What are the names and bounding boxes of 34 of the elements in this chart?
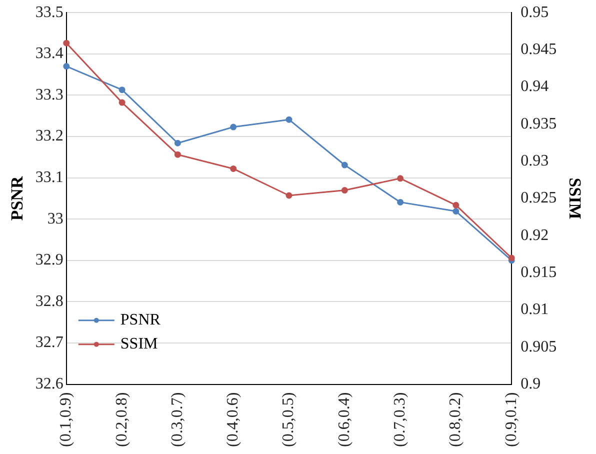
y2-tick-label: 0.93 (520, 152, 549, 170)
x-tick-label: (0.1,0.9) (58, 392, 75, 447)
x-tick-label: (0.6,0.4) (336, 392, 353, 447)
y-tick-label: 33 (47, 210, 64, 228)
y-tick-label: 33.3 (35, 86, 64, 104)
y-tick-label: 32.7 (35, 334, 64, 352)
y2-tick-label: 0.935 (520, 115, 557, 132)
y2-tick-label: 0.94 (520, 78, 549, 96)
y2-tick-label: 0.95 (520, 4, 549, 21)
y2-tick-label: 0.9 (520, 376, 541, 393)
y-tick-label: 33.5 (35, 4, 64, 21)
y2-tick-label: 0.945 (520, 40, 557, 58)
y2-tick-label: 0.92 (520, 226, 549, 244)
x-tick-label: (0.4,0.6) (224, 392, 242, 447)
x-tick-label: (0.8,0.2) (447, 392, 464, 447)
y2-tick-label: 0.91 (520, 301, 549, 318)
y-tick-label: 33.1 (35, 169, 64, 186)
x-tick-label: (0.7,0.3) (392, 392, 409, 447)
x-tick-label: (0.9,0.1) (502, 392, 520, 447)
legend-label: SSIM (120, 336, 158, 353)
y-tick-label: 32.6 (35, 376, 64, 393)
y2-tick-label: 0.905 (520, 338, 557, 356)
y-tick-label: 32.8 (35, 292, 64, 310)
y-tick-label: 33.4 (35, 45, 64, 62)
x-tick-label: (0.2,0.8) (113, 392, 130, 447)
x-tick-label: (0.5,0.5) (280, 392, 298, 447)
y2-tick-label: 0.915 (520, 264, 557, 282)
y-axis-title: PSNR (8, 176, 27, 221)
x-tick-label: (0.3,0.7) (168, 392, 186, 447)
y2-axis-title: SSIM (565, 178, 584, 220)
y2-tick-label: 0.925 (520, 190, 557, 207)
legend-label: PSNR (120, 312, 161, 329)
y-tick-label: 33.2 (35, 128, 64, 145)
y-tick-label: 32.9 (35, 252, 64, 269)
